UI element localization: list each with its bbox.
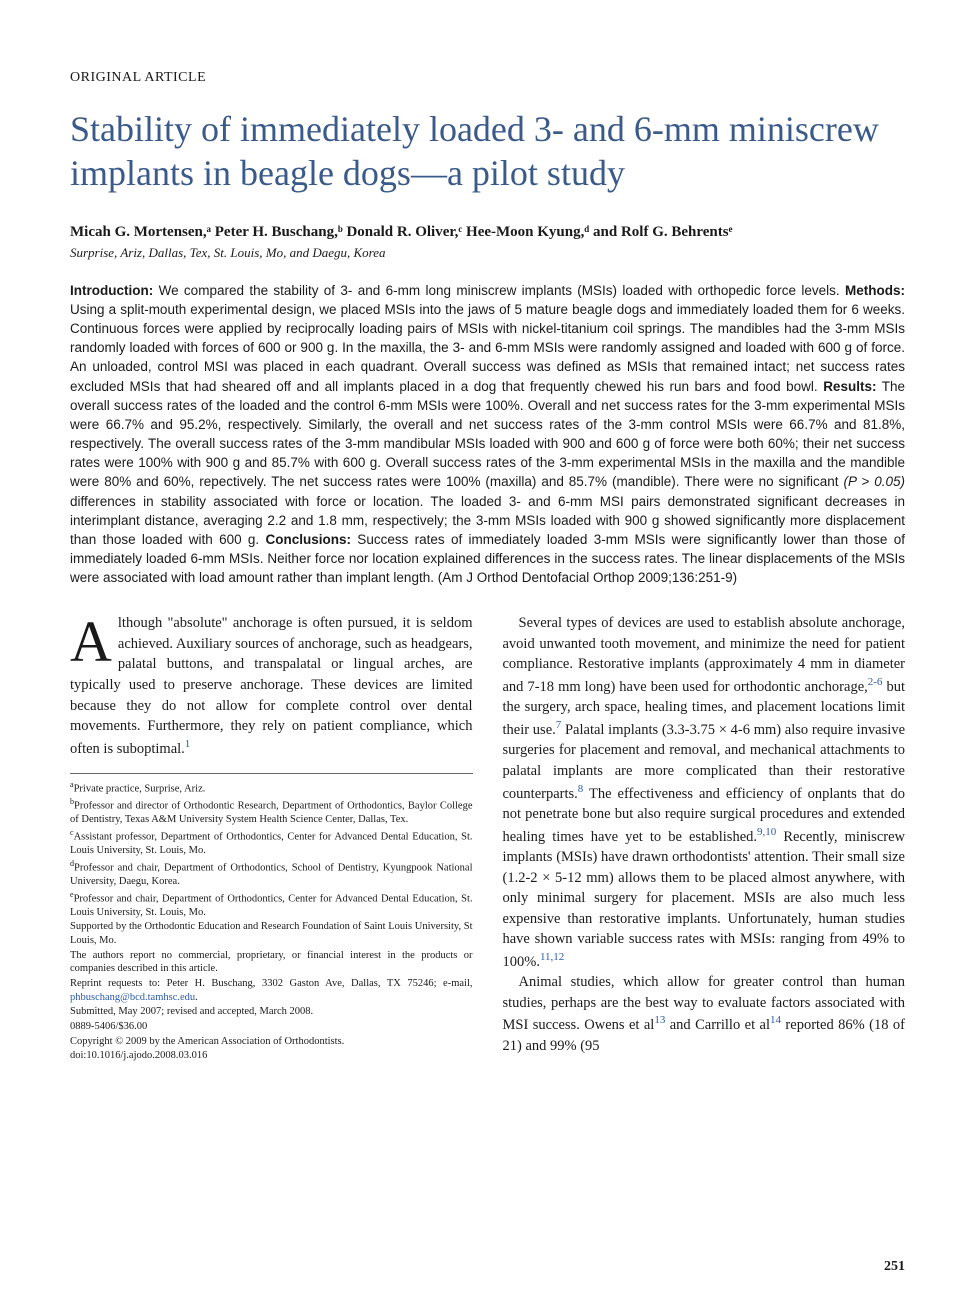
page-number: 251 — [884, 1259, 905, 1275]
p2e: Recently, miniscrew implants (MSIs) have… — [503, 828, 906, 969]
fn-e: Professor and chair, Department of Ortho… — [70, 893, 473, 918]
authors-line: Micah G. Mortensen,ᵃ Peter H. Buschang,ᵇ… — [70, 224, 905, 241]
abstract-methods: Using a split-mouth experimental design,… — [70, 302, 905, 394]
fn-reprint-email[interactable]: phbuschang@bcd.tamhsc.edu — [70, 992, 195, 1003]
fn-c: Assistant professor, Department of Ortho… — [70, 832, 473, 857]
abstract-block: Introduction: We compared the stability … — [70, 281, 905, 588]
fn-d: Professor and chair, Department of Ortho… — [70, 862, 473, 887]
fn-support: Supported by the Orthodontic Education a… — [70, 920, 473, 947]
abstract-conclusions-label: Conclusions: — [265, 532, 351, 547]
abstract-results-label: Results: — [823, 379, 876, 394]
section-label: ORIGINAL ARTICLE — [70, 70, 905, 86]
fn-issn: 0889-5406/$36.00 — [70, 1020, 473, 1034]
abstract-intro-label: Introduction: — [70, 283, 153, 298]
ref-11-12: 11,12 — [540, 951, 564, 963]
fn-doi: doi:10.1016/j.ajodo.2008.03.016 — [70, 1049, 473, 1063]
footnotes-block: aPrivate practice, Surprise, Ariz. bProf… — [70, 773, 473, 1063]
fn-reprint: Reprint requests to: Peter H. Buschang, … — [70, 978, 473, 989]
ref-2-6: 2-6 — [868, 676, 883, 688]
fn-disclosure: The authors report no commercial, propri… — [70, 949, 473, 976]
ref-13: 13 — [654, 1014, 665, 1026]
abstract-results: The overall success rates of the loaded … — [70, 379, 905, 490]
fn-b: Professor and director of Orthodontic Re… — [70, 801, 473, 826]
dropcap: A — [70, 613, 118, 666]
p3b: and Carrillo et al — [665, 1017, 770, 1033]
fn-copyright: Copyright © 2009 by the American Associa… — [70, 1035, 473, 1049]
fn-submitted: Submitted, May 2007; revised and accepte… — [70, 1005, 473, 1019]
ref-14: 14 — [770, 1014, 781, 1026]
ref-9-10: 9,10 — [757, 826, 776, 838]
body-p2: Several types of devices are used to est… — [503, 613, 906, 972]
affiliation-locations: Surprise, Ariz, Dallas, Tex, St. Louis, … — [70, 245, 905, 261]
p1-text: lthough "absolute" anchorage is often pu… — [70, 615, 473, 756]
body-p1: Although "absolute" anchorage is often p… — [70, 613, 473, 759]
body-columns: Although "absolute" anchorage is often p… — [70, 613, 905, 1063]
abstract-pvalue: (P > 0.05) — [843, 474, 905, 489]
abstract-methods-label: Methods: — [845, 283, 905, 298]
body-p3: Animal studies, which allow for greater … — [503, 972, 906, 1056]
fn-a: Private practice, Surprise, Ariz. — [74, 784, 206, 795]
ref-1: 1 — [185, 738, 191, 750]
p2a: Several types of devices are used to est… — [503, 615, 906, 695]
article-title: Stability of immediately loaded 3- and 6… — [70, 108, 905, 196]
abstract-intro: We compared the stability of 3- and 6-mm… — [153, 283, 845, 298]
